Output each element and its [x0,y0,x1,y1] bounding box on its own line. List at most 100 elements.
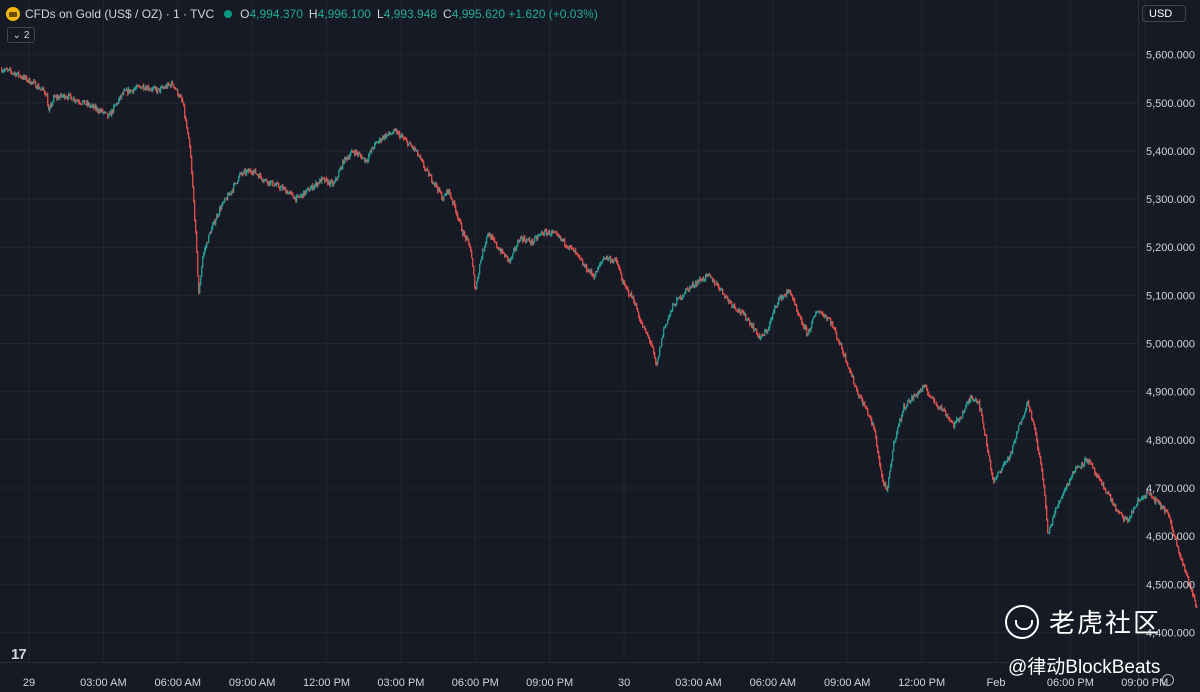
candle-body [748,318,750,321]
candle-body [286,191,288,194]
candle-body [705,274,707,280]
candle-body [598,266,600,268]
candle-body [784,295,786,297]
candle-body [1196,605,1198,608]
candle-body [541,232,543,234]
candle-body [947,415,949,417]
candle-body [365,159,367,162]
candle-body [937,405,939,407]
candle-body [768,328,770,331]
candle-body [288,192,290,195]
candle-body [477,277,479,282]
candle-body [200,277,202,285]
candle-body [764,330,766,336]
candle-body [353,151,355,153]
candle-body [196,232,198,252]
candle-body [909,399,911,404]
candle-body [51,104,53,106]
candle-body [971,396,973,398]
candle-body [567,247,569,249]
candle-body [1179,552,1181,556]
candle-body [158,88,160,90]
candle-body [859,396,861,398]
candle-body [970,396,972,401]
candle-body [483,249,485,251]
candle-body [1087,460,1089,463]
candle-body [1050,525,1052,528]
candle-body [1015,438,1017,442]
candle-body [57,96,59,99]
candle-body [944,409,946,412]
candle-body [355,150,357,155]
candle-body [52,101,54,106]
candle-body [647,333,649,336]
candle-body [42,87,44,89]
candle-body [30,83,32,85]
candle-body [61,94,63,97]
symbol-title[interactable]: CFDs on Gold (US$ / OZ) · 1 · TVC [25,7,215,21]
candle-body [578,254,580,256]
candle-body [205,246,207,250]
candle-body [505,254,507,257]
candle-body [316,182,318,187]
gear-icon[interactable] [1162,674,1174,686]
candle-body [974,399,976,401]
candle-body [895,437,897,442]
candle-body [273,185,275,187]
candle-body [400,135,402,138]
candle-body [1039,453,1041,457]
candle-body [1187,574,1189,577]
candle-body [808,329,810,334]
tradingview-logo-icon[interactable]: 17 [11,646,27,663]
candle-body [548,230,550,234]
candle-body [1122,514,1124,518]
candle-body [666,323,668,325]
candle-body [1056,507,1058,509]
candle-body [997,473,999,478]
candle-body [976,399,978,403]
candle-body [785,295,787,297]
candle-body [227,193,229,200]
price-axis[interactable]: 4,400.000 4,500.000 4,600.000 4,700.000 4,80… [1146,50,1195,640]
candle-body [984,429,986,435]
candle-body [1012,445,1014,453]
candle-body [1186,572,1188,575]
candle-body [1183,564,1185,566]
candle-body [682,295,684,298]
candle-body [724,294,726,298]
candle-body [688,288,690,291]
candle-body [577,253,579,255]
candle-body [890,465,892,471]
candle-body [452,199,454,204]
candle-body [217,215,219,217]
candle-body [780,295,782,298]
candle-body [1111,500,1113,502]
candle-body [331,180,333,182]
candle-body [135,87,137,89]
candle-body [23,75,25,79]
candle-body [450,194,452,198]
indicators-toggle-button[interactable]: ⌄ 2 [7,27,35,43]
candle-body [694,285,696,287]
candle-body [778,298,780,304]
candle-body [194,201,196,221]
candle-body [516,246,518,249]
candle-body [1175,535,1177,539]
candle-body [378,141,380,144]
candle-body [107,113,109,118]
candle-body [1013,442,1015,446]
currency-button[interactable]: USD [1142,5,1186,22]
candle-body [128,88,130,94]
chevron-down-icon: ⌄ [12,29,21,41]
candle-body [794,299,796,304]
candle-body [345,157,347,159]
candle-body [658,356,660,359]
candle-body [518,241,520,243]
candle-body [632,296,634,298]
candle-body [243,171,245,175]
candle-body [835,329,837,333]
time-axis[interactable]: 29 03:00 AM 06:00 AM 09:00 AM 12:00 PM 03:00 … [23,677,1168,689]
candle-body [943,409,945,412]
candle-body [640,320,642,322]
